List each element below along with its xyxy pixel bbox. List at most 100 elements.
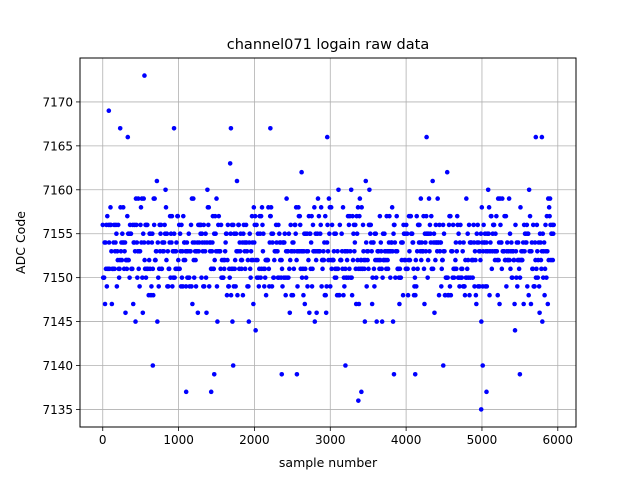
data-point: [119, 257, 125, 263]
data-point: [430, 178, 435, 184]
data-point: [403, 222, 409, 228]
data-point: [113, 240, 118, 245]
data-point: [259, 205, 265, 210]
data-point-outlier: [106, 108, 112, 114]
data-point: [262, 275, 268, 280]
data-point: [495, 292, 501, 298]
data-point: [120, 205, 126, 210]
data-point: [368, 231, 373, 237]
data-point: [530, 266, 536, 272]
data-point: [186, 231, 192, 237]
data-point: [287, 310, 293, 316]
data-point: [232, 266, 238, 272]
data-point: [206, 205, 212, 210]
data-point: [373, 275, 379, 280]
data-point: [352, 248, 357, 254]
data-point: [440, 257, 445, 263]
data-point: [342, 266, 348, 272]
data-point: [218, 266, 223, 272]
data-point: [540, 275, 546, 280]
data-point: [427, 222, 433, 228]
axes-frame: [79, 57, 577, 428]
data-point: [115, 248, 120, 254]
data-point: [175, 213, 181, 219]
data-point: [543, 222, 548, 228]
data-point: [484, 240, 489, 245]
data-point: [344, 257, 350, 263]
data-point: [516, 266, 522, 272]
data-point: [159, 266, 165, 272]
data-point: [307, 310, 312, 316]
data-point: [446, 222, 452, 228]
data-point: [511, 257, 517, 263]
data-point: [137, 248, 143, 254]
data-point: [389, 205, 395, 210]
data-point: [122, 240, 128, 245]
data-point: [479, 205, 485, 210]
data-point: [517, 275, 523, 280]
data-point: [508, 266, 513, 272]
data-point: [438, 240, 444, 245]
data-point: [551, 222, 556, 228]
data-point: [367, 187, 372, 193]
x-tick-label: 2000: [239, 433, 270, 447]
data-point: [444, 169, 450, 175]
data-point: [509, 275, 515, 280]
data-point: [436, 292, 442, 298]
data-point: [150, 231, 155, 237]
data-point: [325, 222, 330, 228]
data-point: [487, 292, 492, 298]
data-point: [142, 257, 147, 263]
data-point: [339, 231, 344, 237]
data-point-outlier: [517, 371, 523, 377]
data-point: [244, 248, 250, 254]
data-point: [529, 248, 534, 254]
data-point: [405, 292, 411, 298]
data-point: [130, 301, 136, 307]
data-point: [205, 187, 210, 193]
data-point: [250, 257, 256, 263]
data-point: [255, 257, 260, 263]
data-point: [195, 310, 201, 316]
data-point: [271, 275, 277, 280]
data-point: [340, 205, 346, 210]
data-point: [102, 301, 108, 307]
data-point: [128, 231, 134, 237]
data-point: [349, 292, 355, 298]
data-point: [352, 240, 358, 245]
data-point-outlier: [183, 389, 189, 395]
data-point: [453, 240, 459, 245]
data-point: [184, 240, 190, 245]
data-point: [211, 266, 217, 272]
data-point: [417, 222, 422, 228]
data-point: [329, 266, 334, 272]
data-point: [535, 275, 541, 280]
data-point: [472, 284, 477, 289]
data-point: [217, 248, 223, 254]
data-point: [215, 319, 220, 324]
data-point: [442, 248, 447, 254]
data-point: [408, 213, 414, 219]
data-point: [214, 196, 219, 201]
data-point: [524, 222, 530, 228]
data-point: [485, 187, 491, 193]
data-point: [371, 240, 376, 245]
data-point: [180, 284, 186, 289]
data-point: [230, 319, 235, 324]
data-point: [504, 240, 510, 245]
data-point: [279, 266, 285, 272]
data-point: [370, 275, 375, 280]
data-point: [348, 187, 354, 193]
data-point: [499, 266, 505, 272]
data-point: [165, 248, 171, 254]
data-point: [256, 284, 262, 289]
data-point: [369, 248, 374, 254]
data-point: [514, 275, 519, 280]
data-point: [296, 205, 301, 210]
data-point: [366, 266, 371, 272]
data-point: [155, 275, 161, 280]
data-point: [475, 222, 481, 228]
data-point: [385, 257, 390, 263]
data-point: [528, 301, 534, 307]
x-tick-label: 3000: [315, 433, 346, 447]
